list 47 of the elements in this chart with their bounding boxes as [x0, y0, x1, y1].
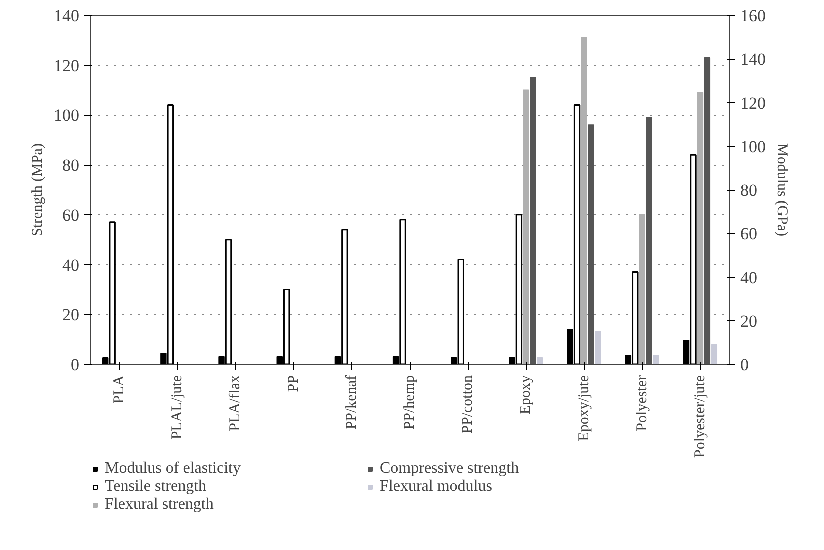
- y-tick-label: 100: [54, 106, 80, 126]
- y2-tick-label: 0: [740, 356, 749, 374]
- y-tick-label: 140: [54, 6, 80, 26]
- x-tick-label: Polyester: [634, 375, 650, 432]
- x-tick-label: PLA: [112, 375, 128, 404]
- y2-tick-label: 20: [740, 312, 758, 331]
- legend-label: Modulus of elasticity: [105, 460, 242, 478]
- bar: [711, 344, 718, 364]
- x-tick-label: PP: [286, 375, 302, 392]
- bar: [595, 331, 602, 364]
- y-axis-title: Strength (MPa): [30, 144, 46, 236]
- bar: [523, 90, 530, 364]
- x-tick-label: PP/hemp: [402, 375, 418, 430]
- legend-label: Flexural strength: [105, 496, 215, 514]
- y2-tick-label: 40: [740, 268, 758, 288]
- y2-tick-label: 160: [740, 6, 766, 26]
- bar: [704, 57, 711, 364]
- legend-label: Compressive strength: [380, 460, 520, 478]
- bar: [537, 357, 544, 364]
- x-tick-label: Epoxy/jute: [576, 375, 592, 442]
- x-tick-label: PP/cotton: [460, 375, 476, 434]
- x-tick-label: PP/kenaf: [344, 375, 360, 430]
- bar: [646, 117, 652, 364]
- x-tick-label: Polyester/jute: [692, 375, 708, 458]
- bar: [653, 355, 660, 364]
- legend-label: Flexural modulus: [380, 478, 494, 496]
- legend-label: Tensile strength: [105, 478, 208, 496]
- x-tick-label: PLAL/jute: [170, 375, 186, 440]
- y2-tick-label: 80: [740, 181, 758, 200]
- bar: [588, 124, 594, 364]
- bar: [697, 92, 704, 364]
- y-tick-label: 40: [62, 256, 80, 275]
- bar: [581, 37, 588, 364]
- y-tick-label: 20: [62, 306, 80, 325]
- y2-axis-title: Modulus (GPa): [774, 144, 790, 236]
- y-tick-label: 60: [62, 206, 80, 225]
- bar: [639, 214, 646, 364]
- x-tick-label: Epoxy: [518, 375, 534, 415]
- y-tick-label: 120: [54, 56, 80, 76]
- y2-tick-label: 140: [740, 50, 766, 70]
- y2-tick-label: 100: [740, 137, 766, 156]
- y-tick-label: 0: [71, 356, 80, 374]
- y2-tick-label: 120: [740, 94, 766, 113]
- y2-tick-label: 60: [740, 224, 758, 244]
- bar: [530, 77, 536, 364]
- x-tick-label: PLA/flax: [228, 375, 244, 432]
- y-tick-label: 80: [62, 156, 80, 176]
